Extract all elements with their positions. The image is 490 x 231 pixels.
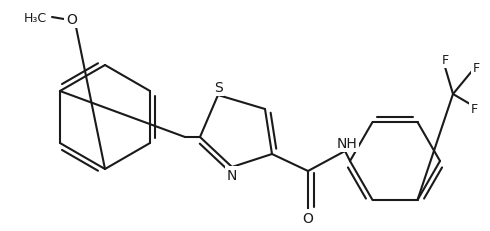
Text: O: O	[302, 211, 314, 225]
Text: F: F	[441, 54, 448, 67]
Text: S: S	[214, 81, 222, 94]
Text: F: F	[470, 103, 478, 116]
Text: NH: NH	[337, 137, 357, 150]
Text: O: O	[67, 13, 77, 27]
Text: N: N	[227, 168, 237, 182]
Text: H₃C: H₃C	[24, 12, 47, 24]
Text: F: F	[472, 62, 480, 75]
